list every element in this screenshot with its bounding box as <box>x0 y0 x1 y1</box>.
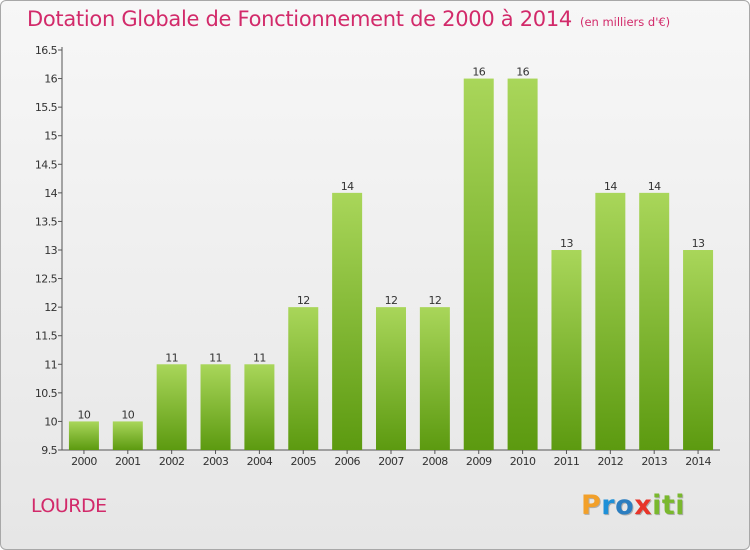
data-label: 14 <box>648 180 661 193</box>
y-tick-label: 14.5 <box>35 158 58 171</box>
data-label: 11 <box>165 351 178 364</box>
logo-letter: r <box>601 490 616 521</box>
chart-title: Dotation Globale de Fonctionnement de 20… <box>27 7 670 31</box>
data-label: 13 <box>692 237 705 250</box>
logo-letter: o <box>615 490 635 521</box>
x-tick-label: 2004 <box>247 455 273 468</box>
x-tick-label: 2009 <box>466 455 492 468</box>
y-tick-label: 9.5 <box>41 444 57 457</box>
x-tick-label: 2010 <box>510 455 536 468</box>
data-label: 11 <box>253 351 266 364</box>
commune-name: LOURDE <box>31 495 107 517</box>
data-label: 12 <box>297 294 310 307</box>
bar <box>200 364 231 450</box>
bar <box>507 78 538 451</box>
logo-letter: x <box>634 490 653 521</box>
bar <box>419 307 450 450</box>
x-axis-ticks: 2000 2001 2002 2003 2004 2005 2006 2007 2008 2009… <box>71 450 712 468</box>
x-tick-label: 2013 <box>641 455 667 468</box>
bar <box>112 421 143 450</box>
bar <box>683 250 714 450</box>
x-tick-label: 2012 <box>598 455 624 468</box>
bar <box>288 307 319 450</box>
y-tick-label: 11.5 <box>35 330 58 343</box>
data-label: 16 <box>472 66 485 79</box>
bar <box>463 78 494 451</box>
bar <box>595 192 626 450</box>
data-label: 10 <box>121 408 134 421</box>
x-tick-label: 2002 <box>159 455 185 468</box>
y-tick-label: 13.5 <box>35 215 58 228</box>
data-label: 12 <box>428 294 441 307</box>
data-label: 12 <box>385 294 398 307</box>
data-label: 16 <box>516 66 529 79</box>
bar <box>639 192 670 450</box>
y-tick-label: 10.5 <box>35 387 58 400</box>
y-tick-label: 12.5 <box>35 273 58 286</box>
proxiti-logo: Proxiti <box>581 490 685 521</box>
bar <box>68 421 99 450</box>
y-tick-label: 16.5 <box>35 44 58 57</box>
x-tick-label: 2001 <box>115 455 141 468</box>
y-tick-label: 16 <box>44 73 57 86</box>
logo-letter: P <box>581 490 602 521</box>
chart-subtitle: (en milliers d'€) <box>579 15 671 29</box>
x-tick-label: 2005 <box>290 455 316 468</box>
bar <box>332 192 363 450</box>
y-tick-label: 13 <box>44 244 57 257</box>
bar <box>376 307 406 450</box>
y-tick-label: 15 <box>44 130 57 143</box>
x-tick-label: 2000 <box>71 455 97 468</box>
y-tick-label: 11 <box>44 358 57 371</box>
data-labels: 10 10 11 11 11 12 14 12 12 16 16 13 14 14 13 <box>78 66 706 422</box>
logo-letter: t <box>661 490 676 521</box>
data-label: 10 <box>78 408 91 421</box>
chart-title-text: Dotation Globale de Fonctionnement de 20… <box>27 7 572 31</box>
x-tick-label: 2011 <box>554 455 580 468</box>
x-tick-label: 2008 <box>422 455 448 468</box>
logo-letter: i <box>652 490 662 521</box>
y-tick-label: 14 <box>44 187 57 200</box>
bars-group <box>68 78 714 451</box>
logo-letter: i <box>675 490 686 521</box>
x-tick-label: 2014 <box>685 455 711 468</box>
y-tick-label: 15.5 <box>35 101 58 114</box>
x-tick-label: 2007 <box>378 455 404 468</box>
bar <box>551 250 582 450</box>
x-tick-label: 2006 <box>334 455 360 468</box>
data-label: 14 <box>341 180 354 193</box>
data-label: 14 <box>604 180 617 193</box>
x-tick-label: 2003 <box>203 455 229 468</box>
bar <box>244 364 275 450</box>
data-label: 11 <box>209 351 222 364</box>
y-tick-label: 12 <box>44 301 57 314</box>
y-axis-ticks: 9.5 10 10.5 11 11.5 12 12.5 13 13.5 14 14.5 15 15.5 1… <box>35 44 62 457</box>
y-tick-label: 10 <box>44 415 57 428</box>
bar <box>156 364 187 450</box>
data-label: 13 <box>560 237 573 250</box>
